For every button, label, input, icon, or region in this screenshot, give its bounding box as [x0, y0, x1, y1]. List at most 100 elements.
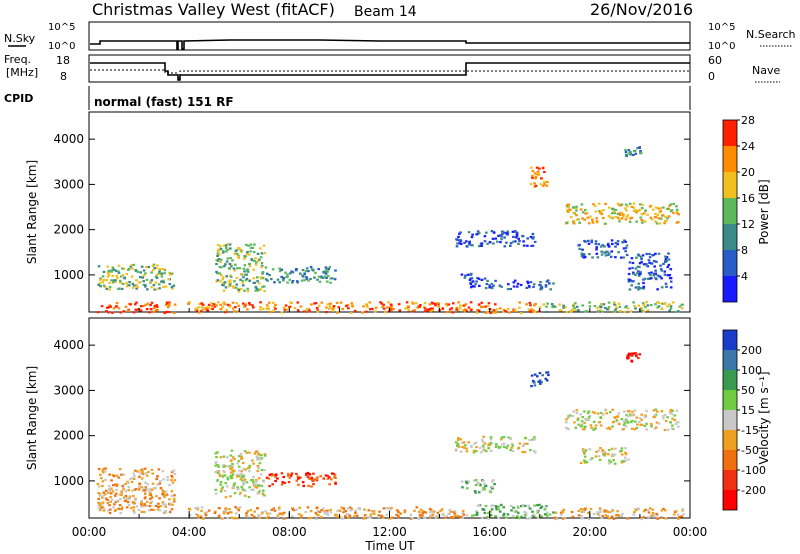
range-gate-cell	[98, 506, 101, 510]
range-gate-cell	[157, 272, 161, 275]
range-gate-cell	[655, 421, 659, 424]
range-gate-cell	[138, 281, 141, 284]
range-gate-cell	[598, 458, 602, 461]
range-gate-cell	[144, 284, 147, 287]
range-gate-cell	[518, 240, 521, 243]
range-gate-cell	[617, 514, 621, 517]
range-gate-cell	[575, 409, 579, 412]
freq-tick-bottom: 8	[60, 70, 67, 83]
range-gate-cell	[149, 491, 152, 495]
range-gate-cell	[655, 260, 658, 263]
range-gate-cell	[462, 441, 466, 444]
range-gate-cell	[583, 410, 586, 413]
range-gate-cell	[601, 216, 605, 220]
range-gate-cell	[243, 305, 246, 308]
range-gate-cell	[655, 512, 658, 515]
range-gate-cell	[624, 306, 627, 309]
colorbar-cell	[723, 430, 737, 450]
range-gate-cell	[112, 484, 115, 487]
range-gate-cell	[494, 237, 497, 240]
range-gate-cell	[131, 282, 135, 285]
colorbar-tick-label: 8	[741, 244, 748, 257]
range-gate-cell	[527, 285, 531, 288]
range-gate-cell	[171, 287, 174, 290]
range-gate-cell	[560, 513, 563, 516]
range-gate-cell	[260, 454, 263, 457]
range-gate-cell	[669, 280, 673, 283]
range-gate-cell	[133, 303, 137, 306]
range-gate-cell	[621, 512, 624, 515]
range-gate-cell	[498, 284, 502, 287]
range-gate-cell	[244, 255, 247, 258]
colorbar-tick-label: -15	[741, 424, 759, 437]
range-gate-cell	[649, 274, 652, 277]
range-gate-cell	[502, 231, 506, 234]
range-gate-cell	[221, 474, 225, 477]
range-gate-cell	[618, 212, 622, 215]
range-gate-cell	[130, 480, 134, 484]
range-gate-cell	[251, 246, 254, 249]
range-gate-cell	[353, 514, 356, 517]
range-gate-cell	[110, 279, 113, 282]
colorbar-tick-label: 20	[741, 166, 755, 179]
range-gate-cell	[244, 468, 247, 471]
range-gate-cell	[656, 301, 659, 304]
range-gate-cell	[483, 240, 487, 243]
range-gate-cell	[243, 289, 246, 292]
range-gate-cell	[254, 257, 257, 260]
range-gate-cell	[500, 503, 503, 506]
range-gate-cell	[613, 303, 616, 306]
range-gate-cell	[513, 279, 517, 282]
range-gate-cell	[482, 446, 486, 449]
range-gate-cell	[580, 203, 584, 206]
range-gate-cell	[314, 302, 318, 305]
range-gate-cell	[638, 146, 641, 149]
range-gate-cell	[334, 482, 337, 485]
range-gate-cell	[137, 486, 141, 489]
range-gate-cell	[533, 504, 536, 507]
range-gate-cell	[98, 282, 102, 285]
range-gate-cell	[297, 477, 300, 480]
range-gate-cell	[658, 222, 662, 225]
range-gate-cell	[509, 242, 513, 245]
range-gate-cell	[127, 267, 131, 270]
range-gate-cell	[459, 515, 463, 519]
range-gate-cell	[532, 283, 536, 286]
range-gate-cell	[194, 507, 197, 510]
range-gate-cell	[253, 259, 256, 262]
range-gate-cell	[654, 269, 657, 272]
range-gate-cell	[117, 307, 121, 310]
range-gate-cell	[164, 285, 168, 288]
range-gate-cell	[661, 302, 664, 305]
x-tick-label: 04:00	[172, 525, 207, 539]
range-gate-cell	[231, 307, 235, 310]
range-gate-cell	[514, 230, 517, 233]
range-gate-cell	[484, 485, 487, 488]
range-gate-cell	[534, 177, 537, 180]
range-gate-cell	[652, 260, 656, 263]
range-gate-cell	[465, 240, 468, 243]
range-gate-cell	[124, 499, 128, 502]
range-gate-cell	[483, 277, 487, 280]
range-gate-cell	[201, 308, 204, 311]
range-gate-cell	[216, 254, 219, 257]
range-gate-cell	[130, 477, 133, 480]
range-gate-cell	[101, 496, 104, 499]
range-gate-cell	[654, 220, 657, 223]
range-gate-cell	[320, 276, 323, 279]
range-gate-cell	[636, 507, 640, 510]
range-gate-cell	[406, 307, 410, 310]
range-gate-cell	[473, 442, 476, 445]
range-gate-cell	[645, 252, 648, 256]
range-gate-cell	[269, 310, 273, 314]
range-gate-cell	[257, 492, 260, 495]
range-gate-cell	[498, 510, 502, 513]
range-gate-cell	[486, 310, 489, 313]
range-gate-cell	[630, 354, 634, 357]
range-gate-cell	[469, 301, 473, 304]
range-gate-cell	[515, 510, 518, 513]
range-gate-cell	[164, 509, 167, 513]
range-gate-cell	[138, 475, 141, 478]
range-gate-cell	[411, 301, 414, 304]
range-gate-cell	[232, 517, 236, 520]
